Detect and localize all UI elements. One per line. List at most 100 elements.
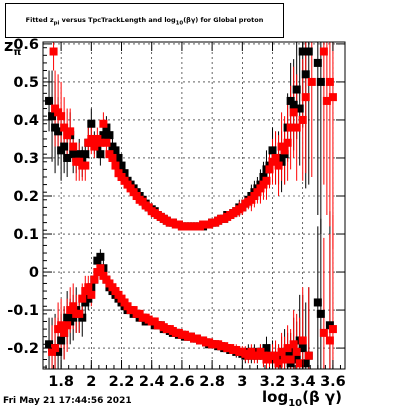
timestamp: Fri May 21 17:44:56 2021 [3,396,132,406]
x-tick-label: 3.6 [320,374,346,390]
marker-red [87,290,96,299]
marker-red [90,142,99,151]
y-tick-label: 0.2 [13,189,39,205]
chart-title: Fitted zpi versus TpcTrackLength and log… [25,16,264,27]
marker-red [277,347,286,356]
marker-red [328,325,337,334]
marker-black [268,146,277,155]
marker-black [96,252,105,261]
marker-red [301,93,310,102]
marker-red [51,344,60,353]
marker-red [289,108,298,117]
marker-red [75,309,84,318]
marker-black [298,47,307,56]
x-tick-label: 2.4 [139,374,165,390]
marker-black [87,119,96,128]
marker-black [117,161,126,170]
marker-red [280,355,289,364]
marker-red [49,47,58,56]
marker-black [292,85,301,94]
y-tick-label: 0.6 [13,37,39,53]
y-axis-label: zπ [4,36,22,59]
marker-red [280,146,289,155]
marker-black [57,336,66,345]
plot-frame [42,41,346,370]
title-box: Fitted zpi versus TpcTrackLength and log… [5,3,284,38]
marker-red [102,138,111,147]
marker-black [48,112,57,121]
marker-black [45,96,54,105]
marker-red [292,347,301,356]
marker-red [69,302,78,311]
x-tick-label: 3 [237,374,247,390]
marker-black [289,100,298,109]
axis-ticks [43,42,345,369]
marker-black [54,127,63,136]
marker-red [286,123,295,132]
marker-red [283,138,292,147]
marker-red [78,294,87,303]
marker-red [271,153,280,162]
x-tick-label: 2.2 [109,374,135,390]
marker-red [96,264,105,273]
marker-red [307,77,316,86]
marker-red [298,336,307,345]
marker-black [316,309,325,318]
marker-red [304,351,313,360]
y-tick-label: -0.2 [7,341,39,357]
marker-red [262,176,271,185]
y-tick-label: 0.1 [13,227,39,243]
marker-red [274,359,283,368]
marker-red [274,161,283,170]
marker-red [265,165,274,174]
marker-red [292,123,301,132]
marker-black [316,77,325,86]
marker-red [99,119,108,128]
y-tick-label: -0.1 [7,303,39,319]
marker-black [304,47,313,56]
marker-red [90,275,99,284]
marker-black [262,344,271,353]
marker-black [81,150,90,159]
x-tick-label: 2.6 [169,374,195,390]
marker-red [328,93,337,102]
marker-red [325,336,334,345]
marker-red [286,355,295,364]
y-tick-label: 0 [29,265,39,281]
marker-red [325,77,334,86]
marker-black [99,131,108,140]
marker-red [322,96,331,105]
marker-black [111,146,120,155]
marker-black [301,70,310,79]
marker-black [63,153,72,162]
marker-red [319,328,328,337]
marker-red [298,115,307,124]
marker-red [108,153,117,162]
marker-red [87,134,96,143]
tick-labels: 1.8 2 2.2 2.4 2.6 2.8 3 3.2 3.4 3.6 -0.2 -0.1 0 0.1 0.… [7,37,345,390]
marker-black [75,150,84,159]
y-tick-label: 0.4 [13,113,39,129]
y-tick-label: 0.5 [13,75,39,91]
marker-red [63,321,72,330]
marker-red [81,161,90,170]
marker-black [313,298,322,307]
error-bars [48,42,334,369]
marker-red [283,344,292,353]
marker-red [111,161,120,170]
x-tick-label: 3.4 [290,374,316,390]
y-tick-label: 0.3 [13,151,39,167]
x-axis-label: log10(β γ) [262,388,342,409]
marker-red [57,112,66,121]
marker-black [298,344,307,353]
marker-red [96,138,105,147]
marker-black [295,104,304,113]
marker-red [289,340,298,349]
x-tick-label: 3.2 [260,374,286,390]
marker-red [66,127,75,136]
x-tick-label: 1.8 [48,374,74,390]
marker-red [69,142,78,151]
marker-red [57,321,66,330]
x-tick-label: 2 [86,374,96,390]
marker-black [105,131,114,140]
